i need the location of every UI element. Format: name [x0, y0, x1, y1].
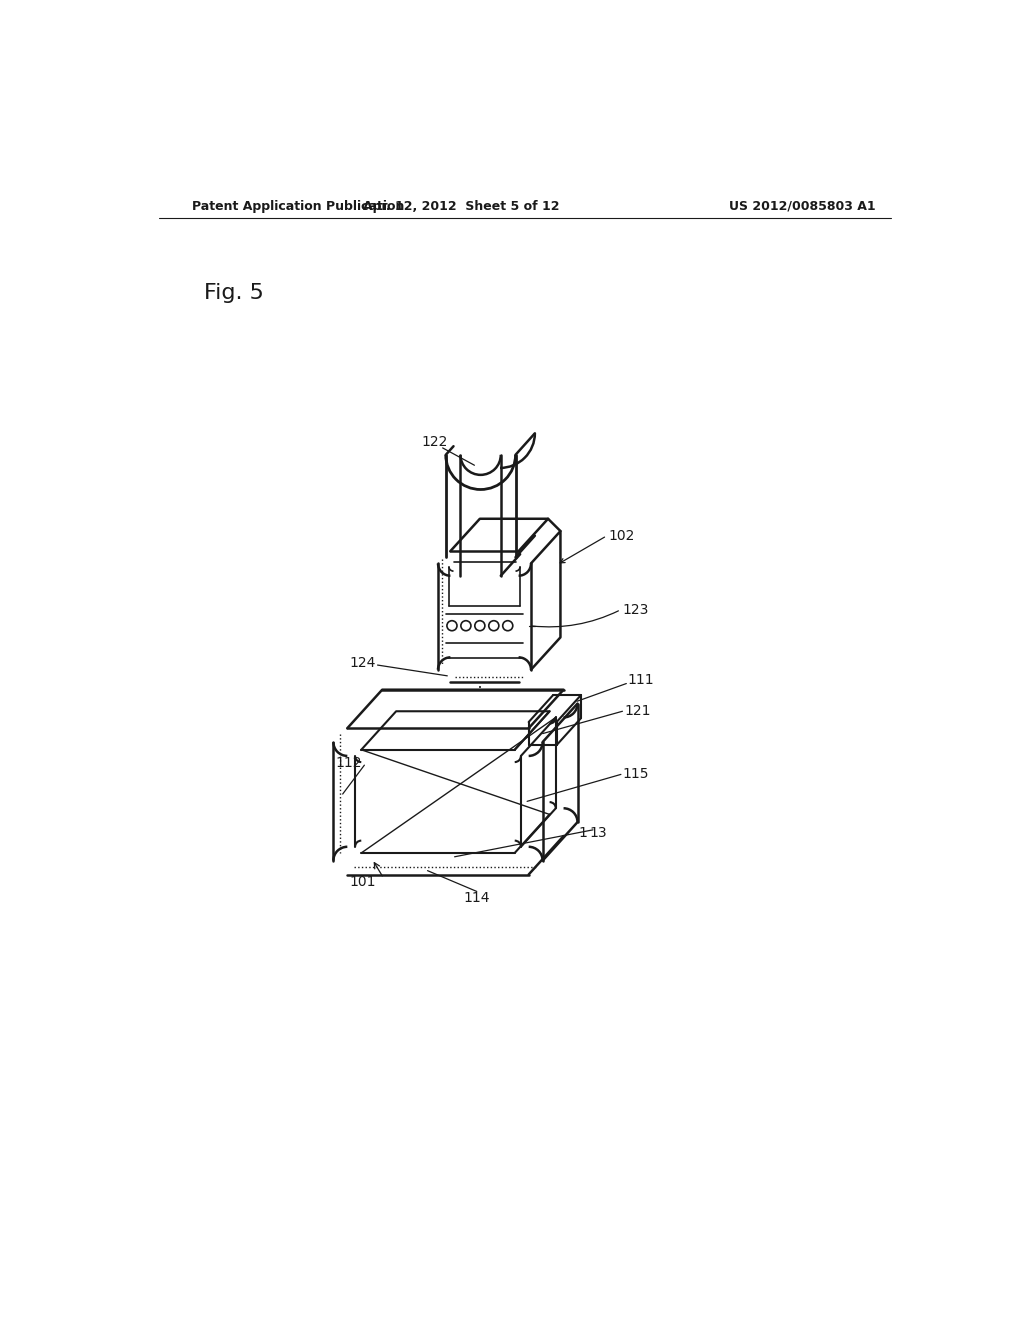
- Text: 114: 114: [464, 891, 490, 904]
- Text: 111: 111: [628, 673, 654, 688]
- Text: 1: 1: [579, 826, 587, 840]
- Text: 112: 112: [336, 756, 362, 770]
- Text: US 2012/0085803 A1: US 2012/0085803 A1: [729, 199, 876, 213]
- Text: Fig. 5: Fig. 5: [204, 284, 264, 304]
- Text: Patent Application Publication: Patent Application Publication: [191, 199, 403, 213]
- Text: 102: 102: [608, 529, 635, 543]
- Text: 13: 13: [589, 826, 607, 840]
- Text: 121: 121: [624, 705, 650, 718]
- Text: Apr. 12, 2012  Sheet 5 of 12: Apr. 12, 2012 Sheet 5 of 12: [362, 199, 559, 213]
- Text: 122: 122: [422, 434, 449, 449]
- Text: 101: 101: [349, 875, 376, 890]
- Text: 115: 115: [623, 767, 649, 781]
- Text: 124: 124: [349, 656, 376, 669]
- Text: 123: 123: [623, 603, 649, 616]
